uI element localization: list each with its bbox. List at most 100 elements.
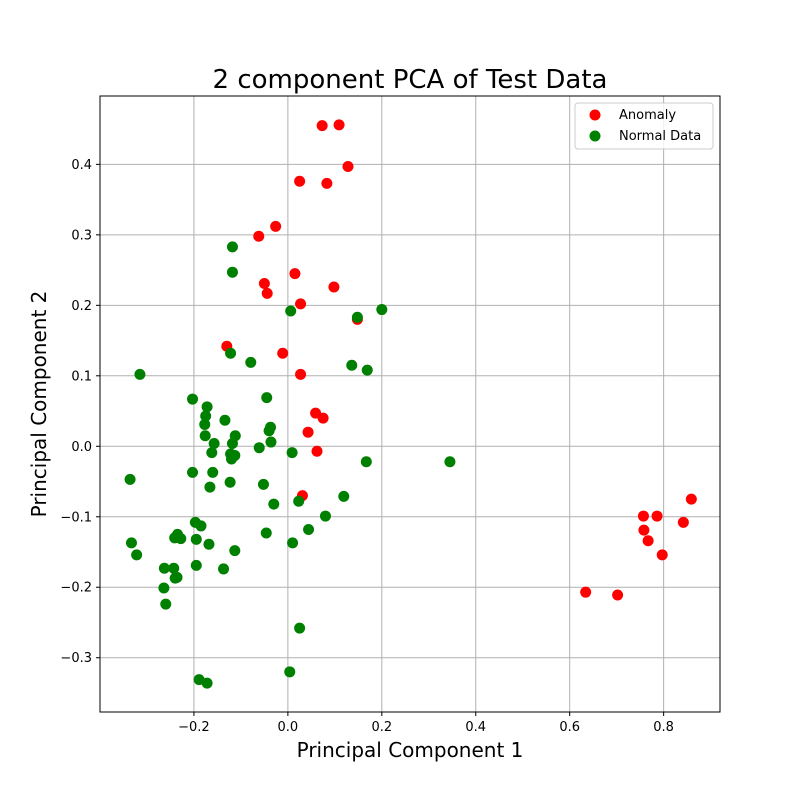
data-point-anomaly xyxy=(294,175,306,187)
grid xyxy=(100,96,720,712)
y-tick-label: 0.4 xyxy=(71,158,92,173)
data-point-normal-data xyxy=(201,401,213,413)
data-point-normal-data xyxy=(263,425,275,437)
data-point-anomaly xyxy=(685,493,697,505)
data-point-normal-data xyxy=(207,466,219,478)
data-point-normal-data xyxy=(444,456,456,468)
data-point-normal-data xyxy=(361,364,373,376)
data-point-anomaly xyxy=(328,281,340,293)
data-point-anomaly xyxy=(253,230,265,242)
data-point-normal-data xyxy=(208,437,220,449)
data-point-anomaly xyxy=(580,586,592,598)
data-point-normal-data xyxy=(261,392,273,404)
data-point-normal-data xyxy=(229,545,241,557)
data-point-normal-data xyxy=(245,356,257,368)
data-point-normal-data xyxy=(160,598,172,610)
data-point-normal-data xyxy=(294,622,306,634)
legend-box xyxy=(574,102,714,150)
x-tick-label: 0.0 xyxy=(278,720,299,735)
data-point-anomaly xyxy=(258,277,270,289)
data-point-anomaly xyxy=(612,589,624,601)
data-point-normal-data xyxy=(171,571,183,583)
data-point-normal-data xyxy=(303,523,315,535)
data-point-normal-data xyxy=(158,582,170,594)
data-point-normal-data xyxy=(195,520,207,532)
data-point-anomaly xyxy=(333,119,345,131)
data-point-normal-data xyxy=(201,677,213,689)
data-point-normal-data xyxy=(199,430,211,442)
data-point-normal-data xyxy=(285,305,297,317)
data-point-normal-data xyxy=(134,368,146,380)
data-point-normal-data xyxy=(286,447,298,459)
data-point-anomaly xyxy=(677,516,689,528)
data-point-normal-data xyxy=(187,466,199,478)
data-point-normal-data xyxy=(226,453,238,465)
data-point-normal-data xyxy=(260,527,272,539)
legend: Anomaly Normal Data xyxy=(574,102,714,150)
data-point-normal-data xyxy=(204,481,216,493)
data-point-anomaly xyxy=(316,120,328,132)
plot-area-frame xyxy=(99,95,721,713)
data-point-normal-data xyxy=(125,537,137,549)
data-point-anomaly xyxy=(261,287,273,299)
y-tick-label: 0.3 xyxy=(71,228,92,243)
data-point-anomaly xyxy=(311,445,323,457)
data-point-normal-data xyxy=(124,473,136,485)
data-point-normal-data xyxy=(224,476,236,488)
data-point-normal-data xyxy=(190,559,202,571)
legend-marker-normal-data xyxy=(589,130,601,142)
data-point-normal-data xyxy=(257,478,269,490)
data-point-anomaly xyxy=(642,535,654,547)
data-points xyxy=(124,119,697,689)
x-tick-label: 0.6 xyxy=(559,720,580,735)
y-tick-label: −0.3 xyxy=(60,651,92,666)
data-point-anomaly xyxy=(295,368,307,380)
data-point-normal-data xyxy=(168,562,180,574)
data-point-anomaly xyxy=(638,524,650,536)
x-tick-label: 0.8 xyxy=(653,720,674,735)
legend-label-anomaly: Anomaly xyxy=(619,108,676,123)
data-point-normal-data xyxy=(319,510,331,522)
data-point-normal-data xyxy=(346,359,358,371)
data-point-normal-data xyxy=(187,393,199,405)
data-point-normal-data xyxy=(351,311,363,323)
data-point-normal-data xyxy=(360,456,372,468)
data-point-normal-data xyxy=(376,304,388,316)
data-point-normal-data xyxy=(284,666,296,678)
data-point-normal-data xyxy=(218,563,230,575)
axis-ticks: −0.2 0.0 0.2 0.4 0.6 0.8 −0.3 −0.2 −0.1 0.0 0.1 0.2… xyxy=(60,158,674,735)
y-tick-label: 0.1 xyxy=(71,369,92,384)
data-point-anomaly xyxy=(656,549,668,561)
data-point-normal-data xyxy=(203,538,215,550)
x-tick-label: 0.4 xyxy=(465,720,486,735)
y-tick-label: 0.0 xyxy=(71,440,92,455)
legend-marker-anomaly xyxy=(589,109,601,121)
data-point-anomaly xyxy=(342,160,354,172)
x-axis-label: Principal Component 1 xyxy=(297,738,524,762)
data-point-normal-data xyxy=(199,418,211,430)
data-point-normal-data xyxy=(293,495,305,507)
data-point-normal-data xyxy=(200,410,212,422)
data-point-anomaly xyxy=(277,347,289,359)
data-point-anomaly xyxy=(321,177,333,189)
data-point-normal-data xyxy=(338,490,350,502)
data-point-anomaly xyxy=(270,220,282,232)
y-tick-label: 0.2 xyxy=(71,299,92,314)
data-point-normal-data xyxy=(158,562,170,574)
legend-label-normal-data: Normal Data xyxy=(619,129,701,144)
data-point-anomaly xyxy=(651,510,663,522)
x-tick-label: −0.2 xyxy=(178,720,210,735)
chart-title: 2 component PCA of Test Data xyxy=(213,65,608,95)
data-point-anomaly xyxy=(302,426,314,438)
data-point-normal-data xyxy=(226,241,238,253)
data-point-anomaly xyxy=(289,268,301,280)
data-point-normal-data xyxy=(190,533,202,545)
data-point-anomaly xyxy=(637,510,649,522)
data-point-normal-data xyxy=(268,498,280,510)
data-point-normal-data xyxy=(206,447,218,459)
data-point-normal-data xyxy=(169,532,181,544)
data-point-normal-data xyxy=(287,537,299,549)
x-tick-label: 0.2 xyxy=(371,720,392,735)
